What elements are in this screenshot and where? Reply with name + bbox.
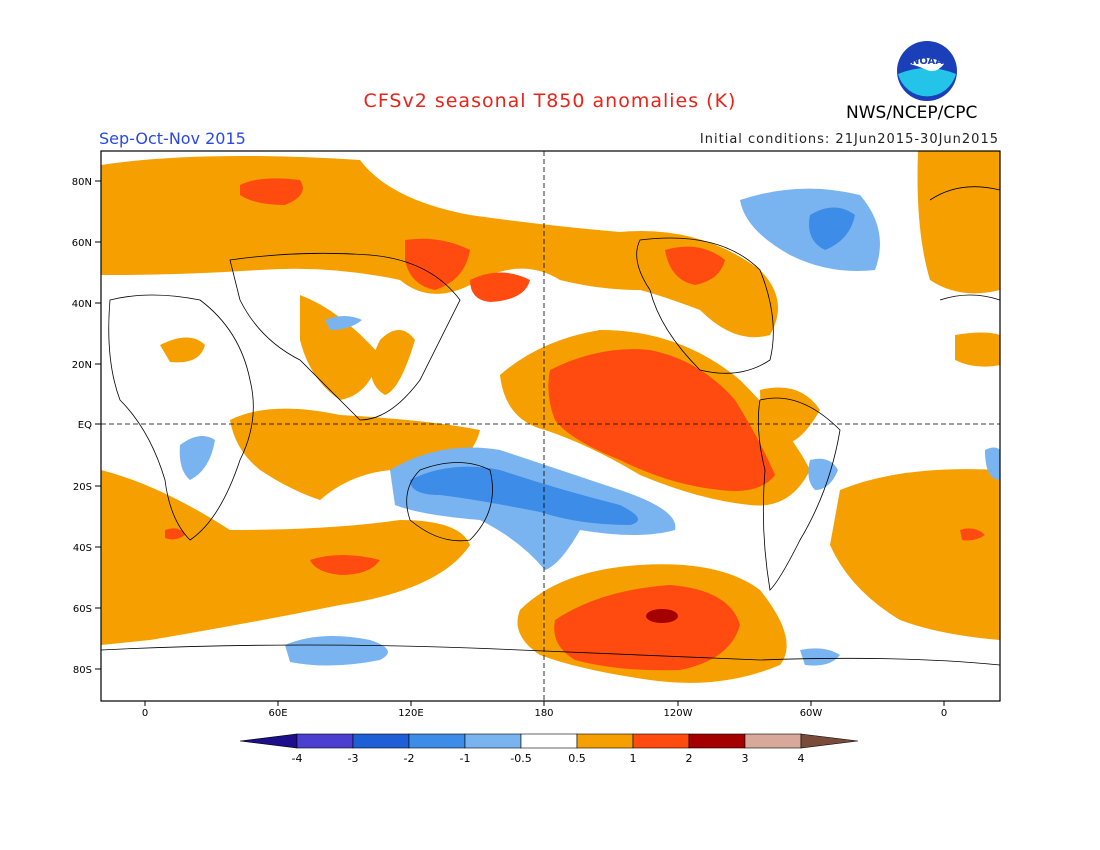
lat-label: 60N: [72, 238, 92, 249]
lat-label: 20S: [73, 482, 92, 493]
lat-label: EQ: [78, 420, 92, 431]
colorbar-label: -2: [404, 752, 415, 765]
lat-label: 80S: [73, 665, 92, 676]
noaa-logo-icon: NOAA: [897, 41, 957, 101]
colorbar-label: -3: [348, 752, 359, 765]
season-label: Sep-Oct-Nov 2015: [99, 129, 246, 148]
lat-label: 20N: [72, 360, 92, 371]
warm-regions: [165, 178, 985, 671]
lon-label: 0: [142, 708, 148, 719]
colorbar-labels: -4 -3 -2 -1 -0.5 0.5 1 2 3 4: [292, 752, 805, 765]
lon-label: 120E: [398, 708, 423, 719]
lat-label: 40N: [72, 299, 92, 310]
coastlines: [101, 186, 1000, 666]
lat-label: 40S: [73, 543, 92, 554]
lon-label: 60W: [800, 708, 823, 719]
colorbar-segment: [520, 733, 578, 749]
colorbar-segment: [632, 733, 690, 749]
lon-label: 0: [941, 708, 947, 719]
lon-label: 60E: [268, 708, 287, 719]
colorbar-segment: [408, 733, 466, 749]
colorbar: [239, 733, 859, 749]
strong-warm-region: [646, 609, 678, 623]
colorbar-label: 1: [630, 752, 637, 765]
colorbar-segment: [296, 733, 354, 749]
lon-label: 120W: [664, 708, 693, 719]
colorbar-segment: [464, 733, 522, 749]
colorbar-label: -4: [292, 752, 303, 765]
chart-title: CFSv2 seasonal T850 anomalies (K): [363, 90, 737, 112]
colorbar-segment: [576, 733, 634, 749]
latitude-labels: 80N 60N 40N 20N EQ 20S 40S 60S 80S: [72, 177, 101, 676]
lon-label: 180: [534, 708, 553, 719]
colorbar-segment: [688, 733, 746, 749]
colorbar-label: 0.5: [568, 752, 586, 765]
org-label: NWS/NCEP/CPC: [846, 103, 978, 123]
colorbar-segment: [800, 733, 859, 749]
colorbar-label: 4: [798, 752, 805, 765]
map-frame: [100, 150, 1001, 702]
lat-label: 80N: [72, 177, 92, 188]
colorbar-label: 2: [686, 752, 693, 765]
colorbar-segment: [239, 733, 298, 749]
colorbar-segment: [744, 733, 802, 749]
logo-text: NOAA: [911, 56, 943, 67]
longitude-labels: 0 60E 120E 180 120W 60W 0: [142, 701, 947, 719]
cold-regions: [410, 207, 855, 525]
colorbar-segment: [352, 733, 410, 749]
colorbar-label: 3: [742, 752, 749, 765]
lat-label: 60S: [73, 604, 92, 615]
colorbar-label: -1: [460, 752, 471, 765]
initial-conditions: Initial conditions: 21Jun2015-30Jun2015: [699, 132, 999, 147]
colorbar-label: -0.5: [510, 752, 531, 765]
